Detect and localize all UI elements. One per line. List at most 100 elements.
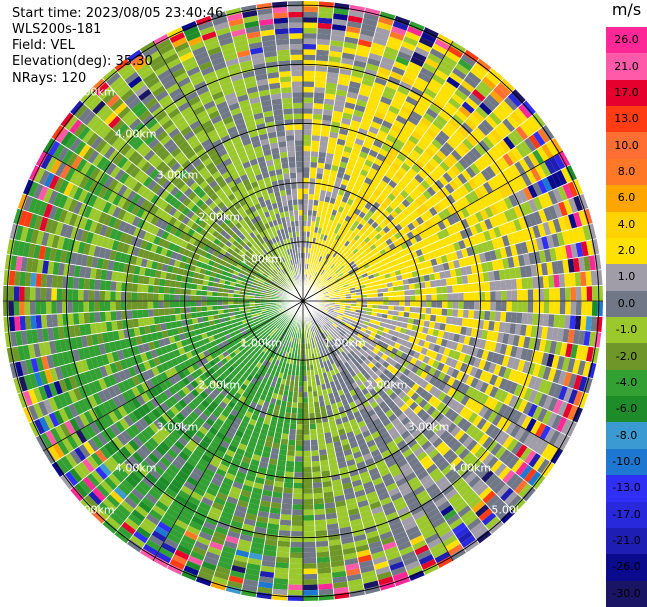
velocity-gate — [415, 206, 425, 216]
velocity-gate — [489, 249, 497, 261]
velocity-gate — [423, 199, 434, 210]
velocity-gate — [328, 544, 343, 552]
velocity-gate — [568, 388, 579, 405]
velocity-gate — [409, 295, 416, 301]
velocity-gate — [425, 307, 432, 315]
velocity-gate — [473, 357, 482, 369]
velocity-gate — [468, 355, 477, 367]
velocity-gate — [446, 452, 459, 465]
velocity-gate — [307, 210, 313, 216]
velocity-gate — [375, 565, 391, 576]
velocity-gate — [341, 482, 353, 490]
velocity-gate — [318, 588, 334, 596]
velocity-gate — [390, 491, 403, 502]
velocity-gate — [404, 420, 415, 431]
velocity-gate — [414, 432, 425, 443]
velocity-gate — [325, 442, 335, 450]
velocity-gate — [474, 390, 485, 403]
velocity-gate — [409, 289, 416, 296]
velocity-gate — [311, 385, 318, 392]
velocity-gate — [493, 363, 502, 376]
velocity-gate — [303, 226, 307, 232]
velocity-gate — [464, 364, 474, 376]
velocity-gate — [270, 502, 282, 509]
velocity-gate — [351, 301, 357, 304]
velocity-gate — [560, 418, 573, 435]
velocity-gate — [427, 235, 436, 245]
velocity-gate — [460, 79, 475, 93]
velocity-gate — [477, 465, 491, 480]
velocity-gate — [257, 466, 268, 474]
velocity-gate — [511, 231, 521, 245]
velocity-gate — [276, 546, 291, 553]
velocity-gate — [390, 100, 403, 111]
velocity-gate — [332, 18, 348, 26]
velocity-gate — [399, 301, 405, 307]
velocity-gate — [360, 368, 368, 376]
velocity-gate — [317, 578, 333, 585]
velocity-gate — [419, 455, 432, 466]
velocity-gate — [532, 313, 539, 326]
velocity-gate — [324, 354, 330, 362]
velocity-gate — [537, 364, 547, 379]
velocity-gate — [415, 301, 421, 308]
velocity-gate — [314, 519, 327, 526]
velocity-gate — [333, 289, 340, 293]
velocity-gate — [451, 389, 461, 401]
velocity-gate — [349, 271, 356, 277]
velocity-gate — [338, 265, 345, 271]
velocity-gate — [329, 237, 335, 244]
velocity-gate — [334, 500, 347, 508]
velocity-gate — [324, 273, 330, 279]
velocity-gate — [320, 250, 325, 257]
velocity-gate — [325, 283, 331, 288]
velocity-gate — [402, 143, 414, 154]
velocity-gate — [445, 339, 454, 350]
velocity-gate — [378, 166, 388, 176]
velocity-gate — [391, 65, 406, 76]
velocity-gate — [316, 556, 331, 564]
velocity-gate — [580, 315, 587, 331]
ray-gap — [302, 253, 600, 302]
velocity-gate — [503, 392, 514, 406]
velocity-gate — [337, 515, 350, 524]
velocity-gate — [363, 341, 371, 349]
velocity-gate — [377, 304, 384, 310]
velocity-gate — [327, 310, 334, 315]
velocity-gate — [581, 301, 587, 316]
velocity-gate — [446, 153, 459, 165]
velocity-gate — [327, 319, 334, 325]
velocity-gate — [563, 387, 574, 403]
velocity-gate — [376, 571, 393, 581]
velocity-gate — [313, 318, 318, 325]
velocity-gate — [251, 453, 262, 462]
velocity-gate — [567, 373, 578, 389]
velocity-gate — [303, 188, 309, 195]
velocity-gate — [354, 456, 365, 465]
velocity-gate — [332, 581, 349, 589]
velocity-gate — [305, 354, 310, 360]
velocity-gate — [469, 224, 479, 236]
velocity-gate — [317, 583, 334, 590]
velocity-gate — [436, 293, 443, 301]
velocity-gate — [488, 270, 495, 282]
velocity-gate — [544, 248, 552, 263]
velocity-gate — [322, 258, 328, 264]
velocity-gate — [420, 31, 437, 44]
velocity-gate — [538, 208, 548, 224]
velocity-gate — [528, 198, 539, 213]
velocity-gate — [277, 540, 291, 548]
velocity-gate — [282, 390, 289, 397]
velocity-gate — [297, 407, 303, 414]
velocity-gate — [528, 337, 536, 351]
velocity-gate — [518, 385, 529, 400]
velocity-gate — [532, 363, 542, 378]
velocity-gate — [420, 379, 429, 390]
velocity-gate — [358, 330, 366, 336]
velocity-gate — [406, 565, 423, 577]
velocity-gate — [583, 255, 591, 272]
velocity-gate — [333, 105, 345, 113]
velocity-gate — [506, 438, 519, 453]
velocity-gate — [362, 481, 375, 490]
velocity-gate — [380, 161, 391, 171]
